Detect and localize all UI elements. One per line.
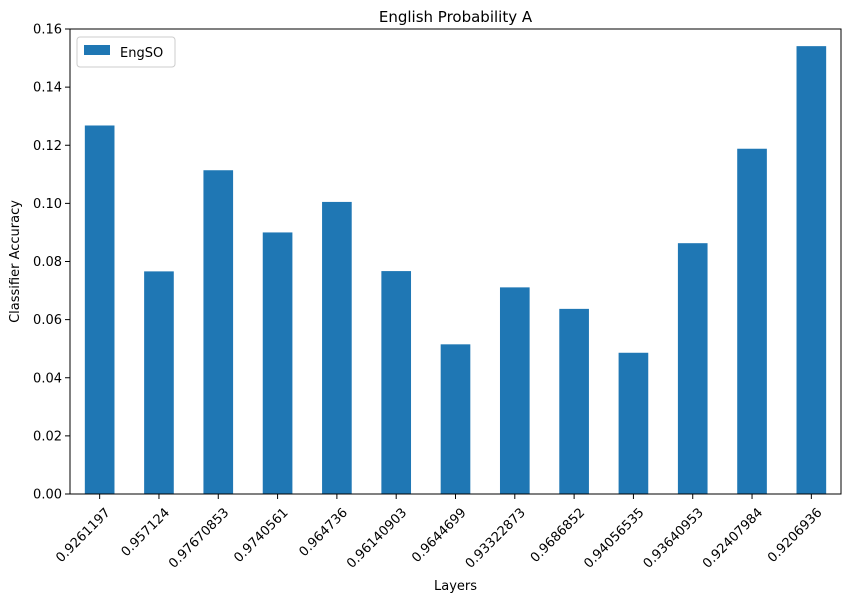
y-axis-ticks: 0.00 0.02 0.04 0.06 0.08 0.10 0.12 0.14 0.16 [33, 23, 70, 503]
y-tick-label: 0.16 [33, 23, 62, 38]
legend-label-engso: EngSO [120, 46, 163, 61]
y-tick-label: 0.10 [33, 197, 62, 212]
y-tick-label: 0.06 [33, 313, 62, 328]
legend-box [76, 36, 176, 68]
legend: EngSO [76, 36, 176, 68]
y-tick-label: 0.04 [33, 371, 62, 386]
bar-0.9261197 [84, 125, 115, 495]
bar-0.964736 [322, 201, 352, 495]
y-tick-label: 0.08 [33, 255, 62, 270]
bar-0.96140903 [381, 271, 412, 494]
bar-0.92407984 [737, 148, 767, 495]
x-axis-label: Layers [434, 579, 477, 594]
chart-title: English Probability A [379, 8, 533, 26]
y-tick-label: 0.14 [33, 81, 62, 96]
bar-0.9206936 [796, 46, 827, 495]
bar-0.957124 [144, 271, 174, 494]
y-axis-label: Classifier Accuracy [8, 200, 23, 323]
bar-0.9686852 [559, 308, 589, 494]
bar-0.97670853 [203, 170, 234, 495]
y-tick-label: 0.02 [33, 429, 62, 444]
y-tick-label: 0.12 [33, 139, 62, 154]
legend-swatch [84, 45, 110, 55]
bars-group [84, 46, 827, 495]
bar-0.9740561 [262, 232, 293, 494]
bar-0.94056535 [618, 352, 649, 494]
bar-0.93322873 [499, 287, 530, 494]
bar-0.9644699 [440, 344, 471, 494]
y-tick-label: 0.00 [33, 488, 62, 503]
bar-0.93640953 [677, 243, 708, 494]
